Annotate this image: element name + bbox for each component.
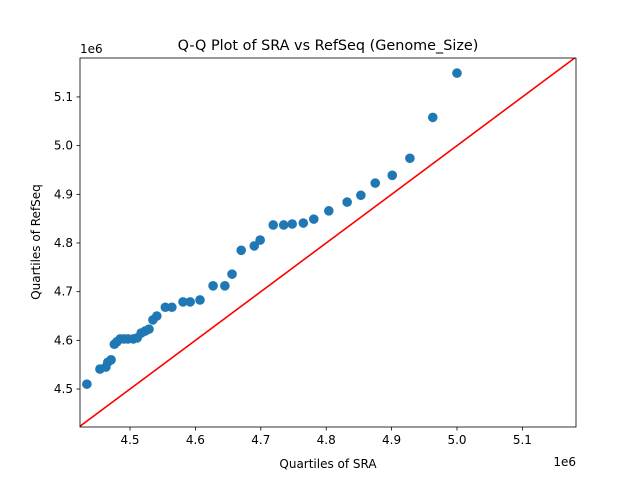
y-tick-label: 4.7 xyxy=(54,285,73,299)
x-tick-label: 4.7 xyxy=(251,433,270,447)
data-point xyxy=(152,311,162,321)
y-tick-label: 4.8 xyxy=(54,236,73,250)
y-tick-label: 5.0 xyxy=(54,139,73,153)
y-offset-label: 1e6 xyxy=(80,42,103,56)
data-point xyxy=(342,197,352,207)
data-point xyxy=(195,295,205,305)
x-tick-label: 4.8 xyxy=(317,433,336,447)
data-point xyxy=(370,178,381,188)
axes-frame xyxy=(79,57,577,428)
y-tick-label: 4.9 xyxy=(54,187,73,201)
data-point xyxy=(387,170,398,181)
x-tick-label: 4.9 xyxy=(382,433,401,447)
y-axis-label: Quartiles of RefSeq xyxy=(29,184,43,300)
data-point xyxy=(208,281,218,291)
x-offset-label: 1e6 xyxy=(553,455,576,469)
data-point xyxy=(324,206,334,216)
data-point xyxy=(236,245,246,256)
data-point xyxy=(144,324,154,334)
data-point xyxy=(220,281,230,291)
data-point xyxy=(106,355,116,365)
x-tick-label: 5.1 xyxy=(513,433,532,447)
x-tick-label: 5.0 xyxy=(447,433,466,447)
data-point xyxy=(185,297,195,307)
data-point xyxy=(268,220,279,230)
chart-title: Q-Q Plot of SRA vs RefSeq (Genome_Size) xyxy=(178,38,479,54)
data-point xyxy=(308,214,319,224)
y-tick-label: 4.5 xyxy=(54,382,73,396)
data-point xyxy=(298,218,309,228)
data-point xyxy=(167,302,177,313)
data-point xyxy=(356,190,366,201)
y-tick-label: 5.1 xyxy=(54,90,73,104)
data-point xyxy=(278,220,289,230)
data-point xyxy=(452,68,462,78)
data-point xyxy=(405,153,415,164)
data-point xyxy=(427,112,438,123)
x-tick-label: 4.5 xyxy=(120,433,139,447)
reference-line xyxy=(80,58,576,427)
data-point xyxy=(287,219,297,229)
x-axis-label: Quartiles of SRA xyxy=(279,457,377,471)
x-tick-label: 4.6 xyxy=(186,433,205,447)
data-point xyxy=(249,241,260,251)
y-tick-label: 4.6 xyxy=(54,333,73,347)
data-point xyxy=(227,269,237,279)
data-point xyxy=(255,235,265,245)
data-point xyxy=(82,379,92,389)
data-point xyxy=(178,297,188,307)
